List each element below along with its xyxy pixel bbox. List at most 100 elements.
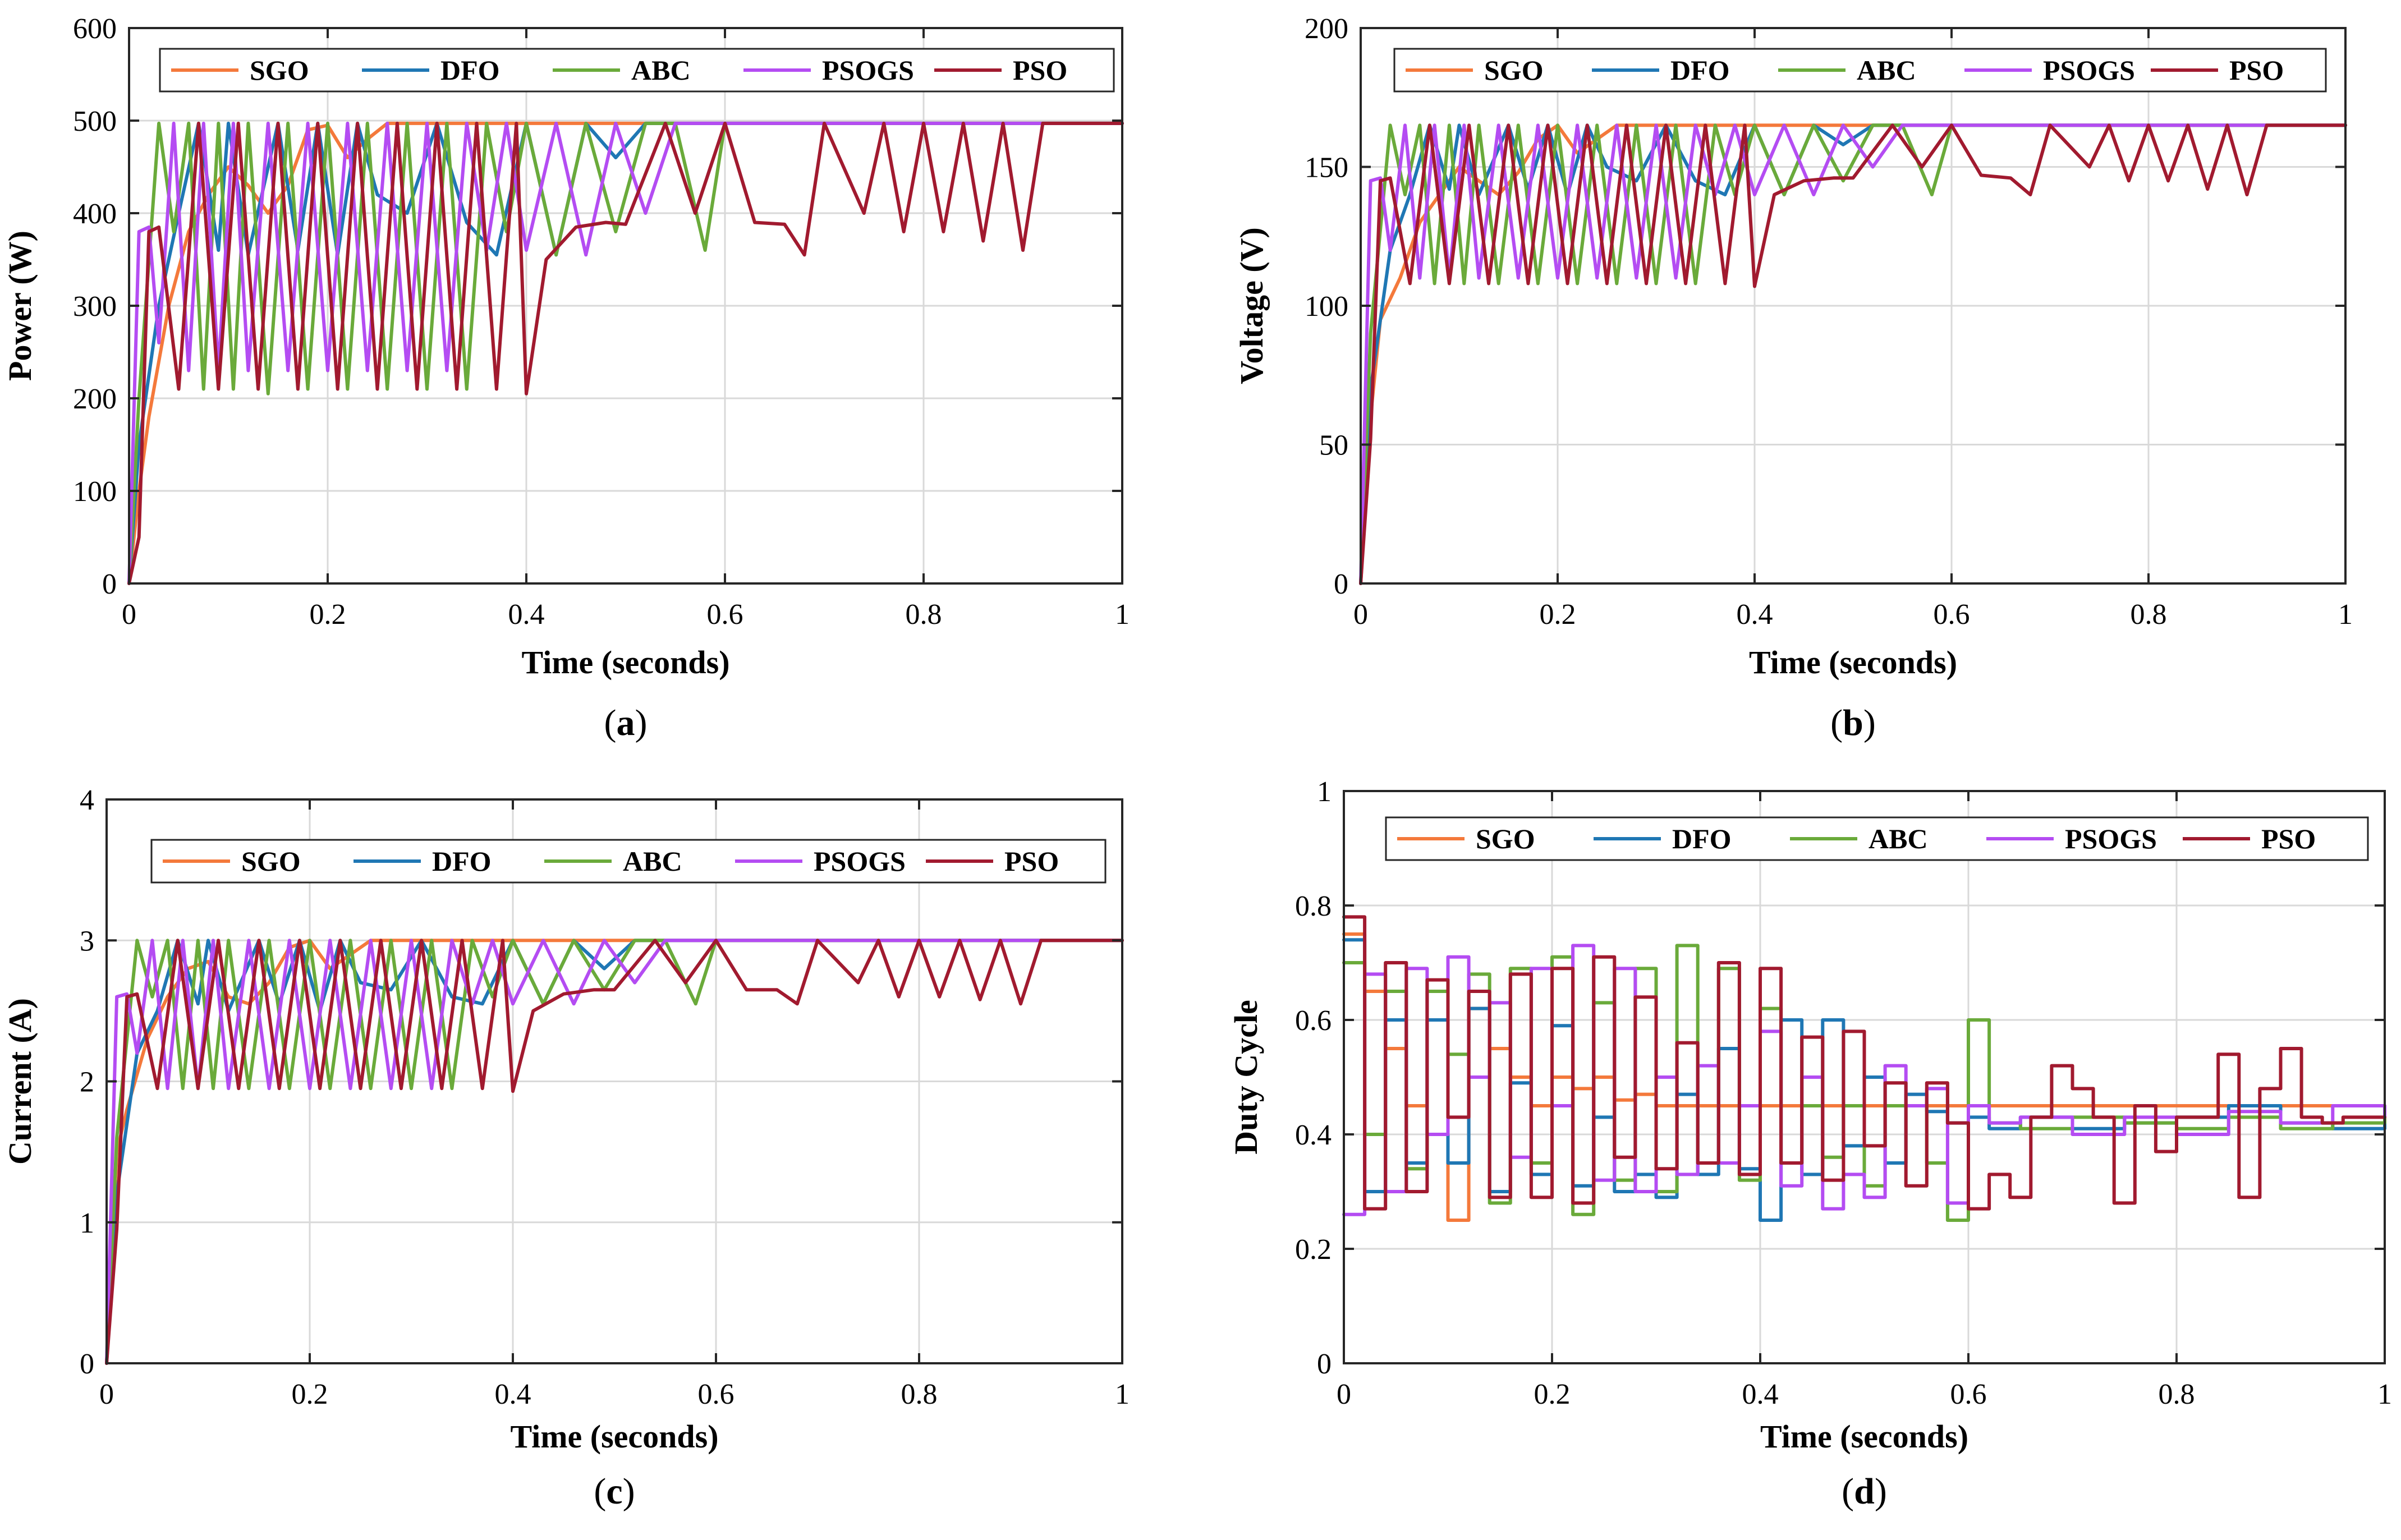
series-line-abc [127,121,1124,585]
legend-label-pso: PSO [2229,54,2284,86]
series-line-pso [105,939,1124,1365]
legend-label-psogs: PSOGS [814,845,906,877]
chart-a: 0 0.2 0.4 0.6 0.8 1 0 100 200 300 400 500 600 Time (s… [2,13,1130,743]
legend: SGO DFO ABC PSOGS PSO [159,48,1115,93]
x-axis-label: Time (seconds) [510,1418,718,1455]
y-tick-label: 3 [80,925,94,957]
legend-label-psogs: PSOGS [2043,54,2135,86]
chart-panel-a: 0 0.2 0.4 0.6 0.8 1 0 100 200 300 400 500 600 Time (s… [0,0,1201,769]
y-axis-label: Voltage (V) [1233,227,1270,384]
legend-label-abc: ABC [1869,823,1928,854]
y-tick-label: 100 [73,476,117,508]
x-tick-label: 0 [1337,1378,1351,1410]
panel-caption-letter: a [617,702,635,743]
x-tick-label: 0.4 [495,1378,531,1410]
series-line-psogs [127,121,1124,585]
chart-panel-b: 0 0.2 0.4 0.6 0.8 1 0 50 100 150 200 Time (seconds)… [1201,0,2401,769]
y-tick-label: 2 [80,1066,94,1098]
plot-frame [1343,790,2386,1364]
legend-label-abc: ABC [623,845,682,877]
x-tick-label: 0.2 [292,1378,328,1410]
y-axis-label: Power (W) [2,231,38,381]
legend-label-pso: PSO [1004,845,1059,877]
y-tick-label: 4 [80,784,94,816]
y-tick-label: 150 [1305,152,1348,184]
x-tick-label: 0.4 [1742,1378,1779,1410]
x-tick-label: 0.2 [310,599,346,631]
y-tick-label: 500 [73,105,117,137]
x-tick-label: 0.8 [2159,1378,2195,1410]
series-line-pso [1342,915,2386,1211]
panel-caption-letter: b [1843,702,1863,743]
panel-caption: (a) [604,702,648,743]
legend-label-sgo: SGO [241,845,301,877]
x-axis-label: Time (seconds) [521,644,729,681]
panel-caption: (d) [1842,1471,1887,1512]
chart-panel-c: 0 0.2 0.4 0.6 0.8 1 0 1 2 3 4 Time (seconds) Current… [0,769,1201,1537]
x-tick-label: 1 [2377,1378,2392,1410]
x-tick-label: 0.6 [1950,1378,1987,1410]
y-tick-label: 0.4 [1295,1119,1332,1151]
x-axis-label: Time (seconds) [1749,644,1957,681]
legend-label-pso: PSO [2261,823,2316,854]
y-tick-label: 400 [73,198,117,230]
legend-label-pso: PSO [1013,54,1067,86]
x-tick-label: 0.2 [1534,1378,1571,1410]
chart-b: 0 0.2 0.4 0.6 0.8 1 0 50 100 150 200 Time (seconds)… [1233,13,2353,743]
legend-label-psogs: PSOGS [2065,823,2157,854]
series-line-pso [1359,123,2347,585]
legend-label-sgo: SGO [1484,54,1544,86]
legend-label-sgo: SGO [1476,823,1535,854]
chart-d: 0 0.2 0.4 0.6 0.8 1 0 0.2 0.4 0.6 0.8 1 Time (second… [1228,776,2392,1512]
y-axis-label: Duty Cycle [1228,1000,1264,1154]
y-tick-label: 600 [73,13,117,45]
legend-label-psogs: PSOGS [822,54,914,86]
x-tick-label: 1 [1115,1378,1130,1410]
y-tick-label: 300 [73,291,117,323]
legend-label-dfo: DFO [1672,823,1732,854]
panel-caption-letter: d [1854,1471,1875,1512]
x-tick-label: 1 [2338,599,2353,631]
series-line-psogs [1359,123,2347,585]
y-tick-label: 0 [102,568,117,600]
x-tick-label: 0 [99,1378,114,1410]
y-tick-label: 1 [1317,776,1332,808]
legend-label-abc: ABC [631,54,691,86]
legend: SGO DFO ABC PSOGS PSO [150,839,1107,884]
y-tick-label: 0.8 [1295,890,1332,922]
x-tick-label: 0.6 [707,599,743,631]
x-tick-label: 0.8 [2131,599,2167,631]
y-tick-label: 0.6 [1295,1005,1332,1037]
legend-label-dfo: DFO [432,845,492,877]
x-tick-label: 0.4 [508,599,545,631]
legend: SGO DFO ABC PSOGS PSO [1385,816,2369,861]
y-tick-label: 0 [1317,1348,1332,1380]
x-tick-label: 0.6 [1934,599,1970,631]
y-tick-label: 0.2 [1295,1234,1332,1266]
series-line-sgo [127,121,1124,585]
legend-label-dfo: DFO [440,54,500,86]
y-tick-label: 0 [1334,568,1348,600]
legend-label-abc: ABC [1857,54,1916,86]
y-tick-label: 200 [73,383,117,415]
x-tick-label: 0.8 [906,599,942,631]
legend-label-dfo: DFO [1670,54,1730,86]
legend: SGO DFO ABC PSOGS PSO [1393,48,2327,93]
x-tick-label: 0 [1353,599,1368,631]
series-line-pso [127,121,1124,585]
x-tick-label: 0 [122,599,136,631]
y-axis-label: Current (A) [2,998,38,1165]
y-tick-label: 200 [1305,13,1348,45]
panel-caption: (c) [594,1471,635,1512]
x-axis-label: Time (seconds) [1760,1418,1968,1455]
series-line-psogs [105,939,1124,1365]
x-tick-label: 0.6 [698,1378,734,1410]
x-tick-label: 0.2 [1540,599,1576,631]
panel-caption: (b) [1830,702,1876,743]
x-tick-label: 0.8 [901,1378,938,1410]
y-tick-label: 50 [1319,430,1348,462]
x-tick-label: 0.4 [1737,599,1773,631]
panel-caption-letter: c [606,1471,622,1512]
legend-label-sgo: SGO [250,54,309,86]
y-tick-label: 100 [1305,291,1348,323]
